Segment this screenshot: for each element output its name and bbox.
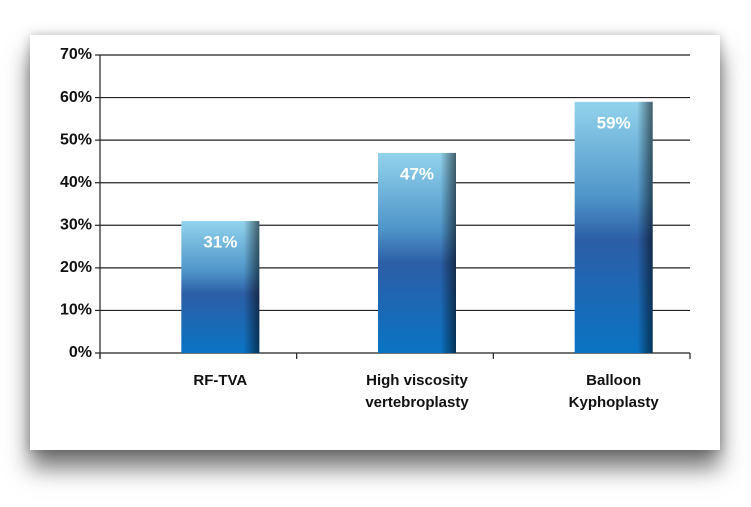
y-tick-label: 20% [60,259,92,276]
y-tick-label: 30% [60,217,92,234]
value-label: 47% [400,164,434,183]
y-tick-label: 10% [60,302,92,319]
bar-shade [574,101,653,353]
y-tick-label: 70% [60,46,92,63]
x-tick-label: RF-TVA [193,372,248,389]
value-label: 31% [203,233,237,252]
y-tick-label: 0% [69,344,92,361]
bar-shade [378,152,456,353]
value-label: 59% [597,113,631,132]
y-tick-label: 40% [60,174,92,191]
y-tick-label: 60% [60,89,92,106]
x-tick-label: High viscosity vertebroplasty [365,372,469,411]
y-tick-label: 50% [60,131,92,148]
bar-shade [181,221,260,353]
x-tick-label: Balloon Kyphoplasty [568,372,659,411]
